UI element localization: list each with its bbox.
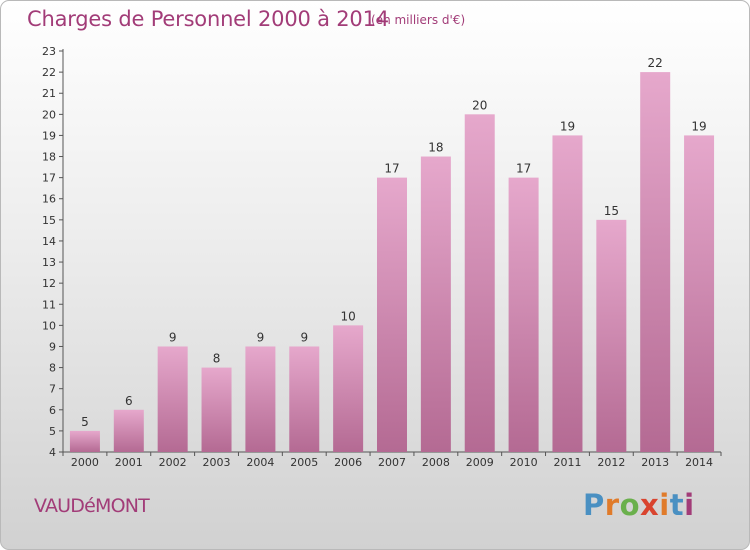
y-tick-label: 10 (42, 319, 56, 332)
x-tick-label: 2002 (159, 456, 187, 469)
y-tick-label: 14 (42, 235, 56, 248)
y-tick-label: 17 (42, 172, 56, 185)
data-label: 19 (691, 119, 706, 133)
bar (596, 219, 627, 452)
bar (113, 409, 144, 452)
data-label: 9 (257, 330, 265, 344)
x-tick-label: 2013 (641, 456, 669, 469)
logo-letter: x (640, 488, 660, 522)
bar (377, 177, 407, 452)
y-tick-label: 19 (42, 129, 56, 142)
data-label: 20 (472, 98, 487, 112)
x-tick-label: 2012 (597, 456, 625, 469)
y-tick-label: 18 (42, 151, 56, 164)
bar (508, 177, 539, 452)
logo-letter: P (583, 488, 605, 522)
logo-letter: o (619, 488, 641, 522)
x-tick-label: 2003 (203, 456, 231, 469)
x-tick-label: 2001 (115, 456, 143, 469)
x-tick-label: 2011 (553, 456, 581, 469)
y-tick-label: 5 (49, 425, 56, 438)
data-label: 19 (560, 119, 575, 133)
data-label: 6 (125, 394, 133, 408)
y-tick-label: 8 (49, 362, 56, 375)
bar (289, 346, 320, 452)
y-tick-label: 4 (49, 446, 56, 459)
data-label: 17 (384, 162, 399, 176)
data-label: 22 (648, 56, 663, 70)
logo-letter: i (684, 488, 695, 522)
x-tick-label: 2010 (510, 456, 538, 469)
x-tick-label: 2008 (422, 456, 450, 469)
data-label: 17 (516, 162, 531, 176)
bar (684, 135, 715, 452)
bar (69, 430, 100, 452)
x-tick-label: 2009 (466, 456, 494, 469)
y-tick-label: 16 (42, 193, 56, 206)
bar (157, 346, 188, 452)
logo-letter: t (669, 488, 685, 522)
x-tick-label: 2014 (685, 456, 713, 469)
x-tick-label: 2000 (71, 456, 99, 469)
data-label: 9 (169, 330, 177, 344)
commune-name: VAUDéMONT (34, 495, 150, 517)
y-tick-label: 9 (49, 340, 56, 353)
data-label: 18 (428, 141, 443, 155)
y-tick-label: 22 (42, 66, 56, 79)
y-tick-label: 15 (42, 214, 56, 227)
data-label: 10 (340, 309, 355, 323)
data-label: 9 (300, 330, 308, 344)
y-tick-label: 6 (49, 404, 56, 417)
bar (552, 135, 583, 452)
x-tick-label: 2006 (334, 456, 362, 469)
y-tick-label: 20 (42, 108, 56, 121)
proxiti-logo[interactable]: Proxiti (583, 488, 695, 522)
data-label: 8 (213, 352, 221, 366)
data-label: 5 (81, 415, 89, 429)
y-tick-label: 13 (42, 256, 56, 269)
y-tick-label: 21 (42, 87, 56, 100)
y-tick-label: 12 (42, 277, 56, 290)
y-tick-label: 7 (49, 383, 56, 396)
chart-title: Charges de Personnel 2000 à 2014 (27, 7, 389, 31)
x-tick-label: 2005 (290, 456, 318, 469)
x-tick-label: 2007 (378, 456, 406, 469)
y-tick-label: 11 (42, 298, 56, 311)
y-tick-label: 23 (42, 45, 56, 58)
logo-letter: i (659, 488, 670, 522)
bar (245, 346, 276, 452)
bar (464, 114, 495, 452)
logo-letter: r (604, 488, 620, 522)
bar (640, 72, 671, 453)
bar (201, 367, 232, 452)
data-label: 15 (604, 204, 619, 218)
bar (420, 156, 451, 453)
bar (333, 325, 364, 452)
chart-subtitle: (en milliers d'€) (371, 13, 466, 27)
x-tick-label: 2004 (246, 456, 274, 469)
